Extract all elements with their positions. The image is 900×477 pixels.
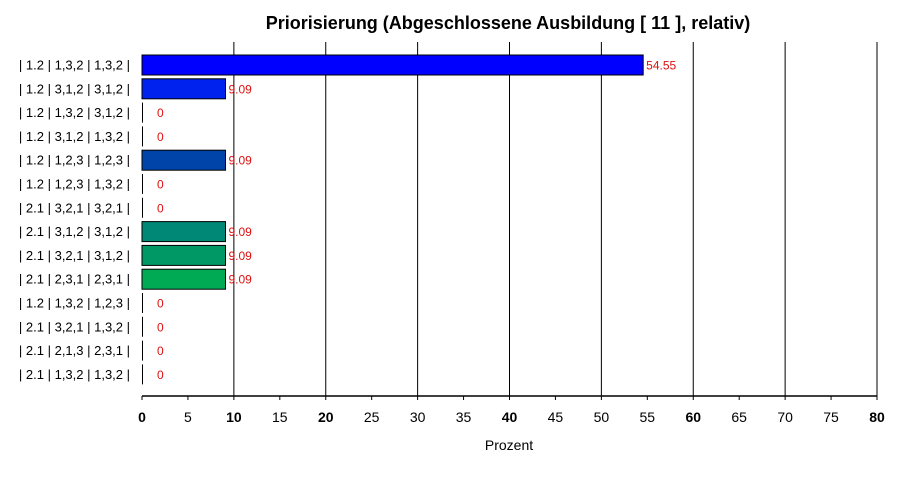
value-label: 9.09: [229, 154, 253, 168]
x-tick-label: 50: [594, 409, 610, 425]
category-label: | 2.1 | 2,3,1 | 2,3,1 |: [19, 272, 130, 287]
x-tick-label: 55: [640, 409, 656, 425]
category-label: | 1.2 | 1,3,2 | 1,2,3 |: [19, 296, 130, 311]
category-label: | 2.1 | 3,2,1 | 3,1,2 |: [19, 248, 130, 263]
x-tick-label: 75: [823, 409, 839, 425]
x-tick-label: 15: [272, 409, 288, 425]
category-label: | 2.1 | 1,3,2 | 1,3,2 |: [19, 367, 130, 382]
value-label: 54.55: [646, 59, 676, 73]
x-tick-label: 60: [685, 409, 701, 425]
category-label: | 1.2 | 1,2,3 | 1,2,3 |: [19, 153, 130, 168]
x-tick-label: 5: [184, 409, 192, 425]
bar: [141, 78, 227, 100]
x-tick-label: 80: [869, 409, 885, 425]
x-tick-label: 0: [138, 409, 146, 425]
x-axis: 0 5 10 15 20 25 30 35 40 45 50 55 60 65 70 75 80: [138, 395, 885, 425]
bar: [141, 54, 644, 76]
value-label: 9.09: [229, 273, 253, 287]
value-label: 9.09: [229, 225, 253, 239]
value-label: 0: [157, 201, 164, 215]
x-tick-label: 45: [548, 409, 564, 425]
category-label: | 1.2 | 3,1,2 | 1,3,2 |: [19, 129, 130, 144]
category-label: | 2.1 | 3,2,1 | 1,3,2 |: [19, 319, 130, 334]
bars: [141, 54, 644, 385]
x-tick-label: 70: [777, 409, 793, 425]
value-label: 0: [157, 106, 164, 120]
x-tick-label: 20: [318, 409, 334, 425]
bar: [141, 221, 227, 243]
chart-title: Priorisierung (Abgeschlossene Ausbildung…: [266, 13, 750, 33]
value-label: 0: [157, 368, 164, 382]
category-label: | 2.1 | 2,1,3 | 2,3,1 |: [19, 343, 130, 358]
x-tick-label: 65: [731, 409, 747, 425]
x-tick-label: 10: [226, 409, 242, 425]
category-label: | 1.2 | 1,3,2 | 1,3,2 |: [19, 58, 130, 73]
category-label: | 1.2 | 3,1,2 | 3,1,2 |: [19, 81, 130, 96]
value-label: 0: [157, 344, 164, 358]
value-label: 0: [157, 130, 164, 144]
bar: [141, 244, 227, 266]
x-tick-label: 40: [502, 409, 518, 425]
x-tick-label: 25: [364, 409, 380, 425]
value-label: 9.09: [229, 82, 253, 96]
value-label: 0: [157, 178, 164, 192]
bar: [141, 268, 227, 290]
grid: [233, 42, 878, 396]
x-tick-label: 30: [410, 409, 426, 425]
category-label: | 2.1 | 3,1,2 | 3,1,2 |: [19, 224, 130, 239]
bar: [141, 149, 227, 171]
value-labels: 54.55 9.09 0 0 9.09 0 0 9.09 9.09 9.09 0 0 0 0: [157, 59, 677, 382]
value-label: 0: [157, 297, 164, 311]
category-label: | 2.1 | 3,2,1 | 3,2,1 |: [19, 200, 130, 215]
category-label: | 1.2 | 1,2,3 | 1,3,2 |: [19, 177, 130, 192]
category-label: | 1.2 | 1,3,2 | 3,1,2 |: [19, 105, 130, 120]
value-label: 9.09: [229, 249, 253, 263]
x-tick-label: 35: [456, 409, 472, 425]
category-labels: | 1.2 | 1,3,2 | 1,3,2 | | 1.2 | 3,1,2 | 3…: [19, 58, 130, 382]
x-axis-label: Prozent: [485, 437, 533, 453]
value-label: 0: [157, 320, 164, 334]
